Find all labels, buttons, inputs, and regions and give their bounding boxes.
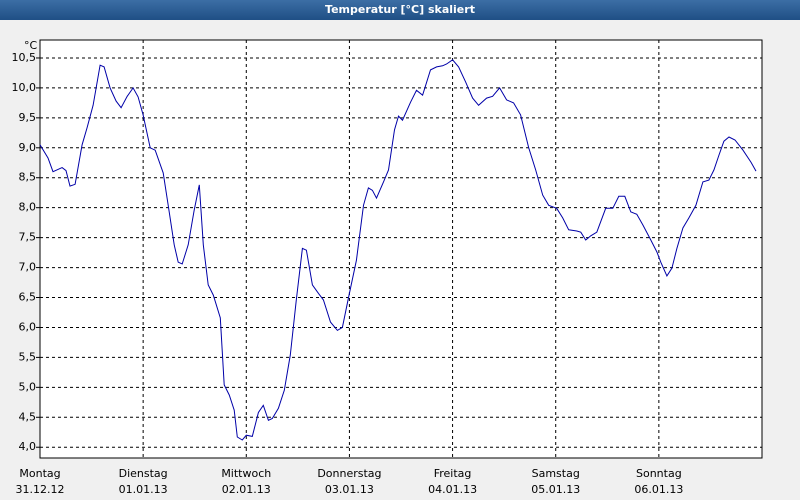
x-tick-date: 01.01.13	[119, 483, 168, 496]
chart-title: Temperatur [°C] skaliert	[325, 3, 475, 16]
x-tick-date: 31.12.12	[16, 483, 65, 496]
y-tick-label: 7,5	[19, 231, 37, 244]
y-tick-label: 10,0	[12, 81, 37, 94]
x-tick-label: Montag	[19, 467, 60, 480]
x-tick-label: Donnerstag	[317, 467, 381, 480]
y-tick-label: 7,0	[19, 261, 37, 274]
y-tick-label: 4,0	[19, 440, 37, 453]
x-tick-label: Samstag	[532, 467, 580, 480]
title-bar	[0, 0, 800, 20]
y-tick-label: 5,5	[19, 350, 37, 363]
y-tick-label: 6,0	[19, 320, 37, 333]
y-tick-label: 5,0	[19, 380, 37, 393]
x-tick-date: 02.01.13	[222, 483, 271, 496]
y-tick-label: 6,5	[19, 291, 37, 304]
x-tick-date: 06.01.13	[634, 483, 683, 496]
y-unit: °C	[24, 39, 38, 52]
y-tick-label: 9,5	[19, 111, 37, 124]
x-tick-label: Mittwoch	[221, 467, 271, 480]
y-tick-label: 8,5	[19, 171, 37, 184]
x-tick-label: Sonntag	[636, 467, 682, 480]
line-series	[39, 59, 757, 441]
x-tick-date: 05.01.13	[531, 483, 580, 496]
y-tick-label: 4,5	[19, 410, 37, 423]
x-tick-date: 04.01.13	[428, 483, 477, 496]
y-tick-label: 10,5	[12, 51, 37, 64]
x-tick-label: Dienstag	[119, 467, 168, 480]
y-tick-label: 8,0	[19, 201, 37, 214]
y-tick-label: 9,0	[19, 141, 37, 154]
x-tick-date: 03.01.13	[325, 483, 374, 496]
x-tick-label: Freitag	[434, 467, 472, 480]
plot-area	[39, 39, 763, 459]
